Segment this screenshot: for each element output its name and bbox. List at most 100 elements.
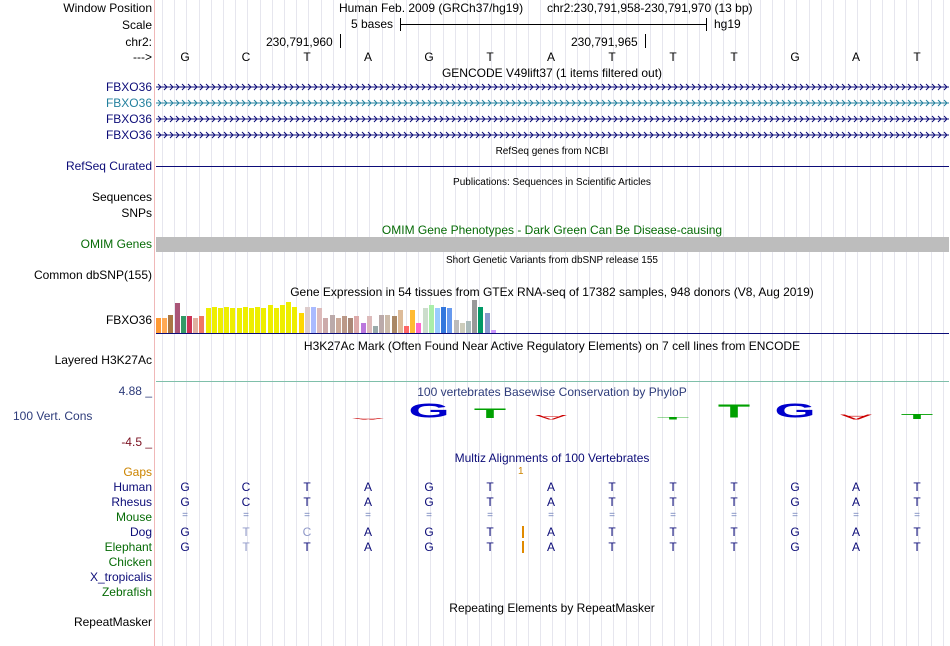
strand-arrow [487, 83, 492, 91]
gtex-tissue-bar[interactable] [187, 316, 192, 333]
species-label[interactable]: Elephant [104, 540, 152, 554]
gtex-tissue-bar[interactable] [286, 302, 292, 333]
refseq-label[interactable]: RefSeq Curated [65, 159, 152, 173]
gtex-tissue-bar[interactable] [435, 308, 440, 333]
strand-arrow [439, 99, 444, 107]
gencode-transcript-2[interactable] [156, 98, 949, 108]
gtex-tissue-bar[interactable] [180, 316, 186, 333]
strand-arrow [295, 131, 300, 139]
gtex-tissue-bar[interactable] [174, 303, 180, 333]
species-label[interactable]: Mouse [115, 510, 152, 524]
gtex-tissue-bar[interactable] [354, 316, 360, 333]
gencode-gene-3[interactable]: FBXO36 [105, 112, 152, 126]
gtex-tissue-bar[interactable] [298, 313, 304, 333]
species-label[interactable]: X_tropicalis [89, 570, 152, 584]
gtex-tissue-bar[interactable] [273, 308, 279, 333]
omim-label[interactable]: OMIM Genes [80, 237, 152, 251]
gtex-tissue-bar[interactable] [373, 326, 378, 333]
gtex-tissue-bar[interactable] [404, 326, 409, 333]
gtex-tissue-bar[interactable] [453, 320, 459, 333]
gaps-label[interactable]: Gaps [123, 465, 152, 479]
gencode-gene-4[interactable]: FBXO36 [105, 128, 152, 142]
phylop-negative-base[interactable]: A [534, 413, 568, 421]
gtex-tissue-bar[interactable] [230, 308, 236, 333]
species-label[interactable]: Human [113, 480, 152, 494]
gencode-transcript-3[interactable] [156, 114, 949, 124]
gtex-tissue-bar[interactable] [236, 308, 242, 333]
phylop-label[interactable]: 100 Vert. Cons [13, 409, 93, 423]
phylop-positive-base[interactable]: T [900, 411, 934, 421]
gtex-tissue-bar[interactable] [311, 307, 316, 333]
gtex-tissue-bar[interactable] [490, 330, 496, 333]
gtex-tissue-bar[interactable] [205, 308, 211, 333]
gencode-gene-2[interactable]: FBXO36 [105, 96, 152, 110]
gtex-tissue-bar[interactable] [304, 307, 310, 333]
gencode-transcript-4[interactable] [156, 130, 949, 140]
gtex-gene-label[interactable]: FBXO36 [105, 313, 152, 327]
strand-arrow [661, 131, 666, 139]
gtex-tissue-bar[interactable] [317, 308, 323, 333]
gtex-tissue-bar[interactable] [360, 323, 366, 333]
gtex-tissue-bar[interactable] [280, 305, 285, 333]
dbsnp-label[interactable]: Common dbSNP(155) [33, 268, 152, 282]
gtex-tissue-bar[interactable] [329, 315, 335, 333]
gtex-tissue-bar[interactable] [459, 323, 465, 333]
assembly-link[interactable]: Human Feb. 2009 (GRCh37/hg19) [339, 1, 524, 15]
gtex-tissue-bar[interactable] [249, 308, 254, 333]
gtex-tissue-bar[interactable] [385, 315, 391, 333]
publications-snps-label[interactable]: SNPs [121, 206, 152, 220]
strand-arrow [613, 83, 618, 91]
refseq-gene-line[interactable] [156, 166, 949, 167]
gtex-tissue-bar[interactable] [466, 321, 471, 333]
gtex-tissue-bar[interactable] [242, 307, 248, 333]
gtex-tissue-bar[interactable] [292, 307, 298, 333]
species-label[interactable]: Chicken [108, 555, 152, 569]
gtex-tissue-bar[interactable] [323, 318, 329, 333]
gtex-tissue-bar[interactable] [193, 318, 199, 333]
gtex-tissue-bar[interactable] [397, 310, 403, 333]
gtex-tissue-bar[interactable] [261, 308, 267, 333]
gtex-tissue-bar[interactable] [441, 307, 447, 333]
strand-arrow [907, 83, 912, 91]
omim-gene-band[interactable] [156, 237, 949, 252]
gencode-transcript-1[interactable] [156, 82, 949, 92]
gtex-tissue-bar[interactable] [267, 305, 273, 333]
gtex-tissue-bar[interactable] [162, 318, 168, 333]
phylop-positive-base[interactable]: G [774, 399, 816, 422]
gtex-tissue-bar[interactable] [428, 305, 434, 333]
gtex-tissue-bar[interactable] [472, 300, 478, 333]
repeatmasker-label[interactable]: RepeatMasker [73, 615, 152, 629]
insertion-marker[interactable] [522, 541, 524, 553]
gtex-tissue-bar[interactable] [342, 316, 347, 333]
phylop-positive-base[interactable]: T [473, 405, 507, 422]
gtex-tissue-bar[interactable] [422, 308, 428, 333]
gtex-tissue-bar[interactable] [255, 307, 261, 333]
gtex-tissue-bar[interactable] [410, 310, 416, 333]
species-label[interactable]: Zebrafish [101, 585, 152, 599]
phylop-positive-base[interactable]: G [408, 399, 450, 422]
gtex-tissue-bar[interactable] [366, 316, 372, 333]
gtex-tissue-bar[interactable] [478, 307, 484, 333]
gtex-tissue-bar[interactable] [224, 307, 230, 333]
gtex-tissue-bar[interactable] [218, 308, 223, 333]
gtex-tissue-bar[interactable] [391, 316, 397, 333]
gtex-tissue-bar[interactable] [348, 318, 354, 333]
gtex-tissue-bar[interactable] [335, 318, 341, 333]
gtex-tissue-bar[interactable] [447, 308, 453, 333]
phylop-positive-base[interactable]: T [656, 416, 690, 421]
species-label[interactable]: Dog [129, 525, 152, 539]
gtex-tissue-bar[interactable] [379, 315, 385, 333]
gtex-tissue-bar[interactable] [211, 307, 217, 333]
strand-arrow [325, 99, 330, 107]
gtex-tissue-bar[interactable] [484, 313, 490, 333]
publications-sequences-label[interactable]: Sequences [91, 190, 152, 204]
insertion-marker[interactable] [522, 526, 524, 538]
species-label[interactable]: Rhesus [111, 495, 152, 509]
phylop-positive-base[interactable]: T [717, 400, 751, 422]
gtex-tissue-bar[interactable] [199, 316, 205, 333]
gtex-tissue-bar[interactable] [168, 315, 174, 333]
gtex-tissue-bar[interactable] [416, 323, 422, 333]
gtex-tissue-bar[interactable] [156, 318, 161, 333]
gencode-gene-1[interactable]: FBXO36 [105, 80, 152, 94]
h3k27ac-label[interactable]: Layered H3K27Ac [54, 353, 152, 367]
